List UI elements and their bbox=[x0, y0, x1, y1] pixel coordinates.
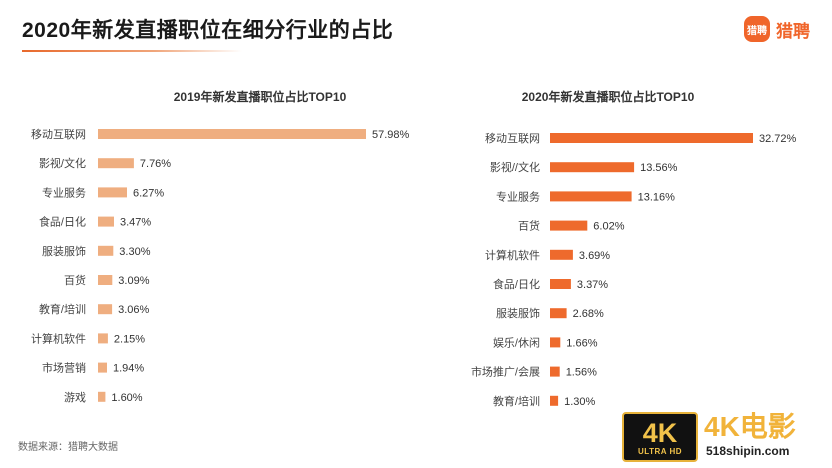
value-label: 2.68% bbox=[573, 308, 604, 320]
watermark-url: 518shipin.com bbox=[706, 444, 790, 458]
category-label: 服装服饰 bbox=[496, 306, 540, 320]
watermark-badge-small: ULTRA HD bbox=[638, 446, 682, 456]
bar bbox=[98, 216, 114, 227]
brand-name: 猎聘 bbox=[776, 21, 810, 41]
bar bbox=[98, 333, 108, 344]
category-label: 专业服务 bbox=[42, 185, 86, 199]
value-label: 3.37% bbox=[577, 279, 608, 291]
category-label: 计算机软件 bbox=[485, 248, 540, 262]
category-label: 服装服饰 bbox=[42, 244, 86, 258]
category-label: 百货 bbox=[64, 273, 86, 287]
value-label: 3.47% bbox=[120, 217, 151, 229]
title-underline bbox=[22, 50, 242, 52]
bar bbox=[98, 245, 114, 256]
category-label: 游戏 bbox=[64, 391, 86, 404]
category-label: 移动互联网 bbox=[485, 132, 540, 145]
bar bbox=[550, 162, 635, 173]
chart-title: 2020年新发直播职位占比TOP10 bbox=[522, 89, 695, 104]
value-label: 3.30% bbox=[119, 246, 150, 258]
value-label: 6.27% bbox=[133, 187, 164, 199]
category-label: 计算机软件 bbox=[31, 331, 86, 345]
value-label: 13.16% bbox=[638, 191, 676, 203]
category-label: 教育/培训 bbox=[39, 302, 86, 316]
bar bbox=[550, 279, 571, 289]
value-label: 1.66% bbox=[566, 337, 597, 349]
bar bbox=[550, 133, 753, 143]
bar bbox=[550, 308, 567, 319]
value-label: 1.30% bbox=[564, 396, 595, 408]
chart-2: 2020年新发直播职位占比TOP10 移动互联网 32.72% 影视//文化 13.56… bbox=[471, 89, 797, 408]
category-label: 专业服务 bbox=[496, 189, 540, 203]
category-label: 食品/日化 bbox=[493, 277, 540, 291]
value-label: 3.69% bbox=[579, 250, 610, 262]
bar bbox=[98, 158, 134, 169]
bar bbox=[98, 129, 366, 139]
value-label: 57.98% bbox=[372, 129, 410, 141]
category-label: 百货 bbox=[518, 219, 540, 233]
page-title: 2020年新发直播职位在细分行业的占比 bbox=[22, 19, 394, 42]
bar bbox=[98, 187, 127, 198]
bar bbox=[550, 220, 588, 231]
category-label: 移动互联网 bbox=[31, 128, 86, 141]
chart-1: 2019年新发直播职位占比TOP10 移动互联网 57.98% 影视/文化 7.76% 专… bbox=[31, 89, 410, 404]
bar bbox=[550, 191, 632, 202]
value-label: 13.56% bbox=[640, 162, 678, 174]
watermark-badge-big: 4K bbox=[642, 417, 678, 448]
bar bbox=[98, 362, 107, 373]
category-label: 食品/日化 bbox=[39, 215, 86, 229]
bar bbox=[98, 304, 113, 315]
value-label: 1.60% bbox=[111, 392, 142, 404]
value-label: 6.02% bbox=[593, 221, 624, 233]
watermark-text: 4K电影 bbox=[704, 411, 796, 442]
value-label: 3.09% bbox=[118, 275, 149, 287]
value-label: 7.76% bbox=[140, 158, 171, 170]
chart-title: 2019年新发直播职位占比TOP10 bbox=[174, 89, 347, 104]
value-label: 1.56% bbox=[566, 367, 597, 379]
brand-logo: 猎聘 猎聘 bbox=[744, 16, 810, 42]
category-label: 影视//文化 bbox=[490, 160, 540, 174]
value-label: 3.06% bbox=[118, 304, 149, 316]
bar bbox=[550, 366, 560, 377]
category-label: 市场营销 bbox=[42, 361, 86, 375]
watermark-badge: 4K ULTRA HD bbox=[622, 412, 698, 462]
category-label: 影视/文化 bbox=[39, 156, 86, 170]
category-label: 娱乐/休闲 bbox=[493, 335, 540, 349]
bar bbox=[550, 395, 559, 406]
liepin-logo-icon: 猎聘 bbox=[744, 16, 770, 42]
value-label: 32.72% bbox=[759, 133, 797, 145]
category-label: 市场推广/会展 bbox=[471, 365, 540, 379]
bar bbox=[550, 249, 573, 260]
value-label: 2.15% bbox=[114, 333, 145, 345]
category-label: 教育/培训 bbox=[493, 394, 540, 408]
data-source: 数据来源：猎聘大数据 bbox=[18, 442, 118, 453]
bar bbox=[98, 391, 106, 402]
bar bbox=[98, 275, 113, 285]
bar bbox=[550, 337, 561, 348]
value-label: 1.94% bbox=[113, 363, 144, 375]
